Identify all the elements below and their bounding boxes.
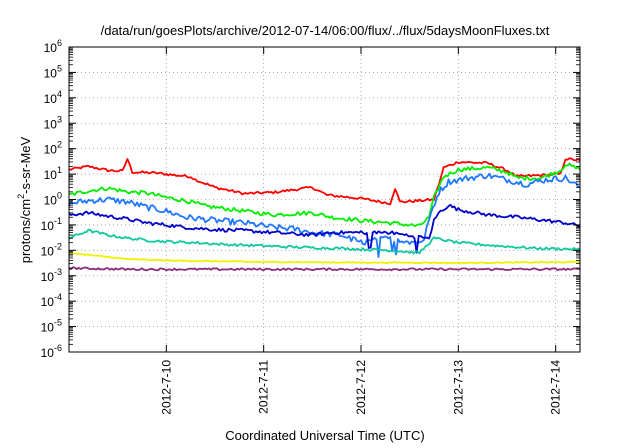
y-tick-label-base: 10	[44, 66, 58, 80]
y-axis-label-sup: 2	[16, 194, 26, 199]
x-tick-label: 2012-7-12	[354, 360, 368, 415]
y-tick-label-exponent: -5	[54, 318, 62, 328]
y-tick-label-base: 10	[44, 143, 58, 157]
y-tick-label: 10-4	[41, 292, 62, 309]
y-tick-label: 105	[44, 63, 62, 80]
y-tick-label-exponent: 3	[57, 114, 62, 124]
y-tick-label-base: 10	[41, 346, 55, 360]
y-tick-label-base: 10	[44, 168, 58, 182]
series-line	[68, 228, 581, 255]
x-tick-label: 2012-7-13	[451, 360, 465, 415]
y-tick-label-exponent: -1	[54, 216, 62, 226]
y-axis-label-suffix: -s-sr-MeV	[18, 136, 33, 193]
y-axis-ticks: 10-610-510-410-310-210-11001011021031041…	[41, 38, 580, 360]
y-tick-label: 104	[44, 89, 62, 106]
y-tick-label-base: 10	[41, 295, 55, 309]
y-tick-label: 103	[44, 114, 62, 131]
series-line	[68, 157, 581, 206]
series-line	[69, 251, 581, 265]
y-tick-label: 101	[44, 165, 62, 182]
y-tick-label-exponent: -3	[54, 267, 62, 277]
y-axis-label: protons/cm2-s-sr-MeV	[16, 136, 33, 263]
grid-lines	[69, 47, 580, 352]
series-layer	[68, 157, 581, 272]
series-line	[68, 162, 581, 227]
x-tick-label: 2012-7-14	[549, 360, 563, 415]
y-tick-label-exponent: 2	[57, 140, 62, 150]
y-tick-label: 10-6	[41, 343, 62, 360]
y-tick-label: 10-3	[41, 267, 62, 284]
y-tick-label: 10-5	[41, 318, 62, 335]
y-tick-label-base: 10	[44, 92, 58, 106]
x-axis-ticks: 2012-7-10 2012-7-11 2012-7-12 2012-7-13 2012…	[159, 47, 563, 415]
series-line	[68, 266, 581, 272]
y-tick-label-exponent: -2	[54, 241, 62, 251]
y-tick-label: 102	[44, 140, 62, 157]
y-tick-label-base: 10	[44, 117, 58, 131]
series-line	[68, 203, 580, 254]
y-tick-label-base: 10	[41, 321, 55, 335]
x-axis-label: Coordinated Universal Time (UTC)	[225, 428, 424, 443]
y-tick-label: 10-1	[41, 216, 62, 233]
y-tick-label: 100	[44, 191, 62, 208]
y-tick-label-base: 10	[44, 41, 58, 55]
y-tick-label-base: 10	[41, 219, 55, 233]
chart-title: /data/run/goesPlots/archive/2012-07-14/0…	[101, 23, 550, 38]
y-tick-label-exponent: 6	[57, 38, 62, 48]
y-tick-label: 10-2	[41, 241, 62, 258]
y-tick-label-base: 10	[41, 270, 55, 284]
y-tick-label-exponent: 5	[57, 63, 62, 73]
y-tick-label-exponent: -6	[54, 343, 62, 353]
y-tick-label: 106	[44, 38, 62, 55]
x-tick-label: 2012-7-11	[257, 360, 271, 414]
x-tick-label: 2012-7-10	[159, 360, 173, 415]
y-tick-label-base: 10	[41, 244, 55, 258]
y-tick-label-exponent: 1	[57, 165, 62, 175]
y-tick-label-exponent: 4	[57, 89, 62, 99]
y-tick-label-exponent: -4	[54, 292, 62, 302]
y-axis-label-prefix: protons/cm	[18, 199, 33, 263]
y-tick-label-exponent: 0	[57, 191, 62, 201]
y-tick-label-base: 10	[44, 194, 58, 208]
